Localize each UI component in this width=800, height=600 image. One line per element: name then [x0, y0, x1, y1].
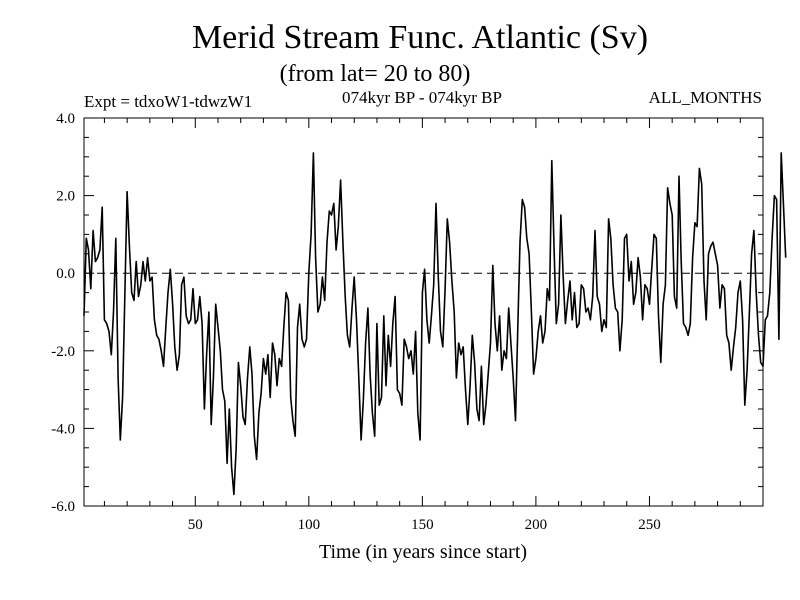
y-tick-label: -2.0 [51, 344, 75, 360]
months-label: ALL_MONTHS [649, 88, 762, 107]
chart-title: Merid Stream Func. Atlantic (Sv) [192, 19, 648, 56]
experiment-label: Expt = tdxoW1-tdwzW1 [84, 92, 252, 111]
x-tick-label: 150 [411, 517, 434, 533]
x-tick-label: 50 [188, 517, 203, 533]
series-line [83, 152, 787, 496]
y-tick-label: 2.0 [56, 189, 75, 205]
period-label: 074kyr BP - 074kyr BP [342, 88, 502, 107]
y-tick-label: -6.0 [51, 499, 75, 515]
y-tick-label: 0.0 [56, 266, 75, 282]
y-axis: -6.0 -4.0 -2.0 0.0 2.0 4.0 [51, 111, 763, 515]
x-axis-title: Time (in years since start) [319, 541, 527, 563]
x-tick-label: 100 [298, 517, 321, 533]
chart-subtitle: (from lat= 20 to 80) [280, 61, 471, 87]
x-tick-label: 200 [525, 517, 548, 533]
y-tick-label: -4.0 [51, 421, 75, 437]
y-tick-label: 4.0 [56, 111, 75, 127]
x-tick-label: 250 [638, 517, 661, 533]
x-axis: 50 100 150 200 250 [103, 118, 741, 533]
